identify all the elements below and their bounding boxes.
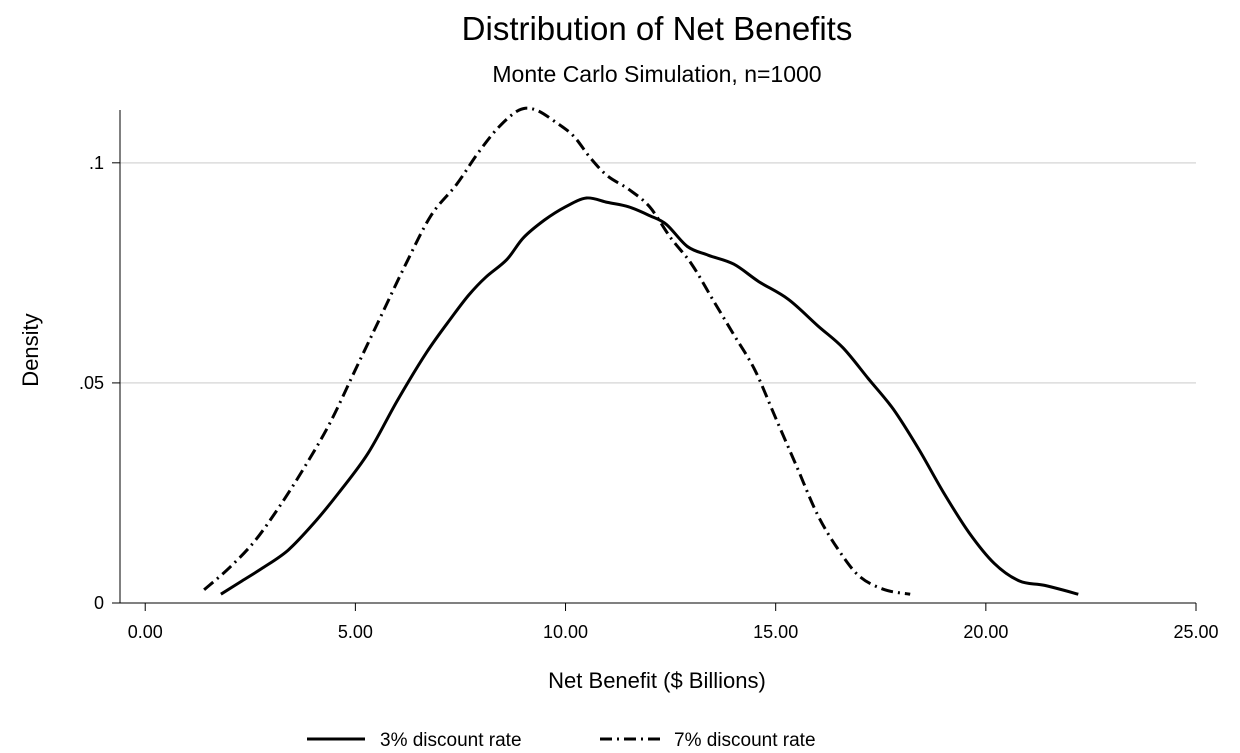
- legend: 3% discount rate 7% discount rate: [307, 730, 816, 751]
- series-line-3pct: [220, 196, 1079, 596]
- legend-label-7pct: 7% discount rate: [674, 730, 816, 751]
- axes: [119, 110, 1196, 604]
- x-tick-label: 10.00: [543, 622, 588, 642]
- y-axis-label: Density: [18, 313, 43, 386]
- x-tick-label: 20.00: [963, 622, 1008, 642]
- gridlines: [120, 162, 1196, 384]
- y-tick-label: .05: [79, 373, 104, 393]
- series-lines: [203, 106, 1079, 596]
- x-tick-label: 25.00: [1173, 622, 1218, 642]
- x-tick-label: 0.00: [128, 622, 163, 642]
- x-tick-label: 15.00: [753, 622, 798, 642]
- series-line-7pct: [203, 106, 911, 596]
- tick-marks: 0 .05 .1 0.00 5.00 10.00 15.00 20.00 25.00: [79, 153, 1219, 642]
- chart-subtitle: Monte Carlo Simulation, n=1000: [492, 61, 821, 87]
- y-tick-label: .1: [89, 153, 104, 173]
- x-tick-label: 5.00: [338, 622, 373, 642]
- x-axis-label: Net Benefit ($ Billions): [548, 668, 766, 693]
- y-tick-label: 0: [94, 593, 104, 613]
- chart-title: Distribution of Net Benefits: [462, 10, 853, 47]
- legend-label-3pct: 3% discount rate: [380, 730, 522, 751]
